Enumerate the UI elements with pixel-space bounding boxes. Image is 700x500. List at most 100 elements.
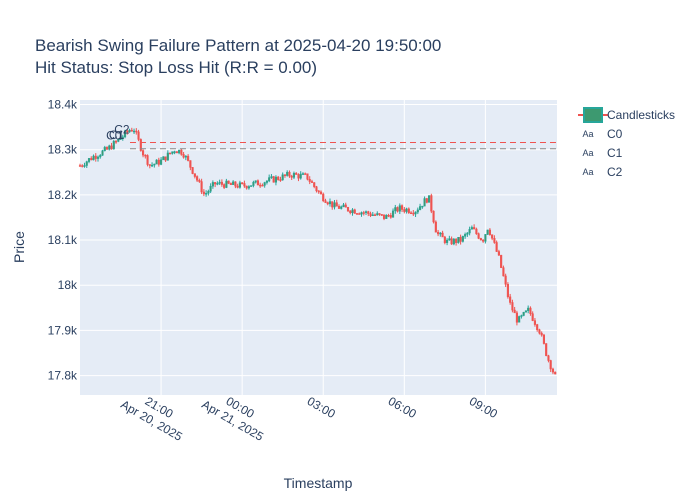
candle-body bbox=[531, 313, 534, 321]
candle bbox=[196, 175, 199, 182]
candle-body bbox=[500, 254, 503, 268]
candle bbox=[376, 211, 379, 216]
x-tick-time: 06:00 bbox=[386, 394, 419, 421]
candle bbox=[353, 208, 356, 214]
candle-body bbox=[448, 238, 451, 241]
candle-body bbox=[292, 172, 296, 178]
candle bbox=[92, 154, 95, 161]
candle-body bbox=[241, 182, 244, 184]
candle-body bbox=[473, 227, 476, 230]
candle bbox=[434, 220, 437, 233]
candle bbox=[441, 230, 444, 238]
candle-body bbox=[369, 213, 372, 216]
candle bbox=[112, 139, 115, 150]
candle bbox=[141, 149, 145, 158]
candle-body bbox=[123, 130, 127, 138]
candle-body bbox=[457, 236, 460, 243]
candle-body bbox=[333, 202, 336, 208]
candle-body bbox=[317, 190, 320, 193]
candle bbox=[403, 206, 406, 214]
candle-body bbox=[144, 154, 147, 157]
candle-body bbox=[299, 173, 302, 179]
legend-item-candlesticks[interactable]: Candlesticks bbox=[578, 107, 675, 123]
candle bbox=[297, 173, 300, 182]
candle bbox=[477, 232, 480, 240]
candle-body bbox=[547, 355, 550, 361]
legend-item-c2[interactable]: Aa C2 bbox=[582, 165, 622, 179]
candle bbox=[529, 306, 532, 316]
candle-body bbox=[310, 181, 314, 183]
candle-body bbox=[524, 310, 527, 313]
candle-body bbox=[297, 174, 300, 179]
candle bbox=[497, 249, 500, 256]
candle-body bbox=[135, 130, 138, 133]
candle-body bbox=[265, 180, 268, 183]
candle-body bbox=[511, 302, 514, 311]
candle bbox=[81, 164, 84, 168]
candle-body bbox=[549, 360, 552, 370]
candle bbox=[522, 311, 525, 317]
candle bbox=[520, 314, 523, 319]
candle-body bbox=[105, 147, 109, 150]
candle-body bbox=[479, 238, 482, 241]
candle bbox=[342, 203, 345, 208]
candle-body bbox=[121, 136, 124, 140]
candle bbox=[324, 198, 327, 203]
candle-body bbox=[207, 190, 210, 194]
candle bbox=[268, 174, 271, 183]
candle bbox=[209, 183, 212, 193]
candle-body bbox=[385, 214, 388, 219]
candle bbox=[446, 238, 449, 246]
candle bbox=[450, 236, 453, 245]
candle-body bbox=[423, 198, 426, 207]
legend-label: C1 bbox=[607, 146, 623, 160]
candle bbox=[452, 238, 455, 246]
candle-body bbox=[331, 201, 334, 208]
candle-body bbox=[468, 229, 471, 234]
candle-body bbox=[187, 155, 190, 161]
candle bbox=[164, 156, 167, 162]
legend-item-c1[interactable]: Aa C1 bbox=[582, 146, 622, 160]
legend-item-c0[interactable]: Aa C0 bbox=[582, 127, 622, 141]
candle bbox=[225, 178, 228, 189]
candle-body bbox=[513, 309, 516, 314]
candle bbox=[207, 189, 210, 196]
candle bbox=[495, 240, 498, 252]
candle-body bbox=[355, 213, 359, 215]
candle-body bbox=[256, 180, 259, 186]
candle-body bbox=[236, 185, 239, 188]
candle bbox=[288, 170, 291, 178]
candle bbox=[554, 371, 557, 375]
candle bbox=[470, 225, 473, 230]
candle-body bbox=[173, 151, 176, 153]
candle-body bbox=[403, 209, 406, 212]
candle-body bbox=[315, 186, 318, 192]
candle bbox=[182, 152, 185, 159]
candle bbox=[205, 190, 208, 197]
candle bbox=[437, 229, 440, 237]
candle bbox=[457, 236, 460, 244]
candle-body bbox=[322, 193, 325, 201]
x-tick-label: 06:00 bbox=[386, 394, 419, 421]
candle-body bbox=[394, 207, 397, 212]
candle-body bbox=[477, 233, 480, 239]
candle-body bbox=[151, 164, 154, 167]
candle-body bbox=[412, 212, 415, 215]
candle bbox=[428, 195, 431, 203]
candle bbox=[340, 205, 343, 210]
candle-body bbox=[497, 251, 500, 256]
candle-body bbox=[101, 150, 104, 156]
legend[interactable]: Candlesticks Aa C0 Aa C1 Aa C2 bbox=[578, 107, 675, 179]
candle-body bbox=[191, 167, 194, 174]
candle-body bbox=[518, 316, 521, 323]
candle bbox=[398, 203, 401, 215]
candle-body bbox=[522, 311, 525, 316]
candle-body bbox=[229, 183, 232, 185]
candle bbox=[306, 173, 309, 181]
candle bbox=[173, 150, 176, 155]
candle-body bbox=[405, 208, 408, 212]
candle bbox=[304, 172, 307, 175]
candle bbox=[500, 254, 503, 269]
candle-body bbox=[286, 171, 289, 176]
candle-body bbox=[225, 180, 228, 188]
